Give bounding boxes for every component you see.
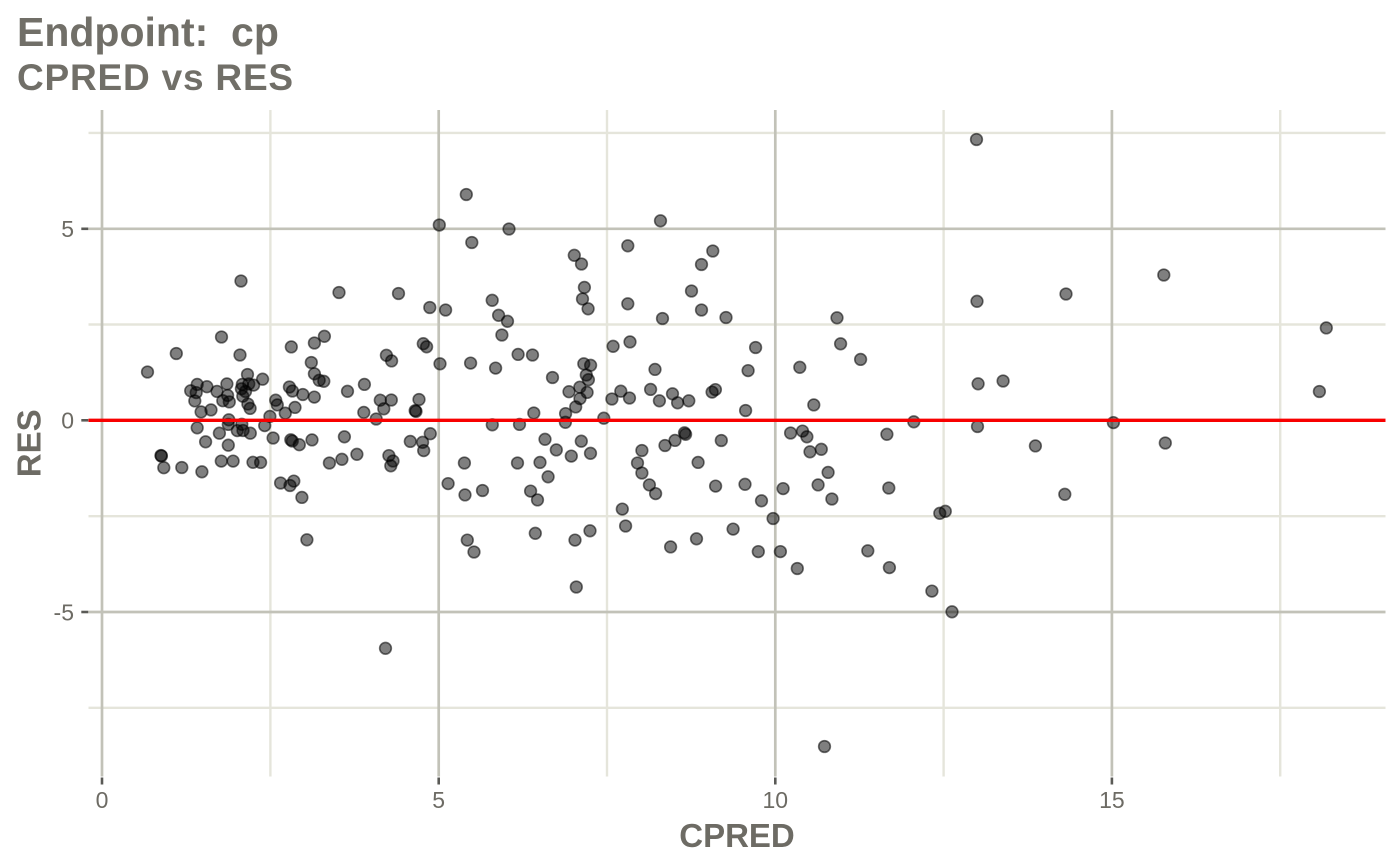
svg-text:CPRED: CPRED [679, 817, 795, 854]
svg-text:RES: RES [11, 409, 48, 477]
svg-text:0: 0 [96, 787, 109, 813]
svg-text:Endpoint: cp: Endpoint: cp [17, 9, 279, 55]
svg-text:0: 0 [61, 408, 74, 434]
svg-text:5: 5 [432, 787, 445, 813]
svg-text:15: 15 [1099, 787, 1125, 813]
svg-text:CPRED vs RES: CPRED vs RES [17, 57, 294, 98]
svg-text:10: 10 [763, 787, 789, 813]
svg-text:-5: -5 [54, 599, 74, 625]
svg-text:5: 5 [61, 216, 74, 242]
